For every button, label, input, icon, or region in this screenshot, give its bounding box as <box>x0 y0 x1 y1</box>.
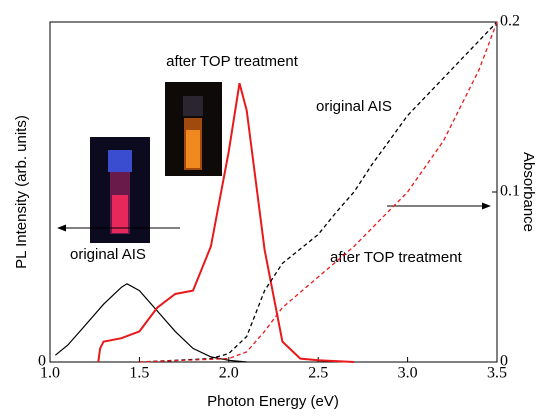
x-tick-label: 1.5 <box>129 365 149 382</box>
vial-photo-right <box>165 82 222 176</box>
x-tick-label: 2.0 <box>219 365 239 382</box>
vial-photo-left <box>90 137 150 243</box>
x-tick-label: 3.0 <box>398 365 418 382</box>
y2-tick-label: 0 <box>500 353 508 370</box>
annotation: original AIS <box>316 98 392 115</box>
y2-axis-label: Absorbance <box>520 152 537 232</box>
x-tick-label: 1.0 <box>40 365 60 382</box>
y-axis-label: PL Intensity (arb. units) <box>13 115 30 269</box>
x-tick-label: 2.5 <box>308 365 328 382</box>
y2-tick-label: 0.2 <box>500 13 520 30</box>
data-line <box>139 21 498 363</box>
data-line <box>139 21 498 363</box>
data-line <box>55 283 247 363</box>
data-line <box>97 82 355 363</box>
y-tick-label: 0 <box>38 353 46 370</box>
annotation: after TOP treatment <box>330 249 463 266</box>
x-tick-label: 3.5 <box>487 365 507 382</box>
y2-tick-label: 0.1 <box>500 183 520 200</box>
annotation: original AIS <box>70 246 146 263</box>
annotation: after TOP treatment <box>166 53 299 70</box>
x-axis-label: Photon Energy (eV) <box>207 393 339 410</box>
